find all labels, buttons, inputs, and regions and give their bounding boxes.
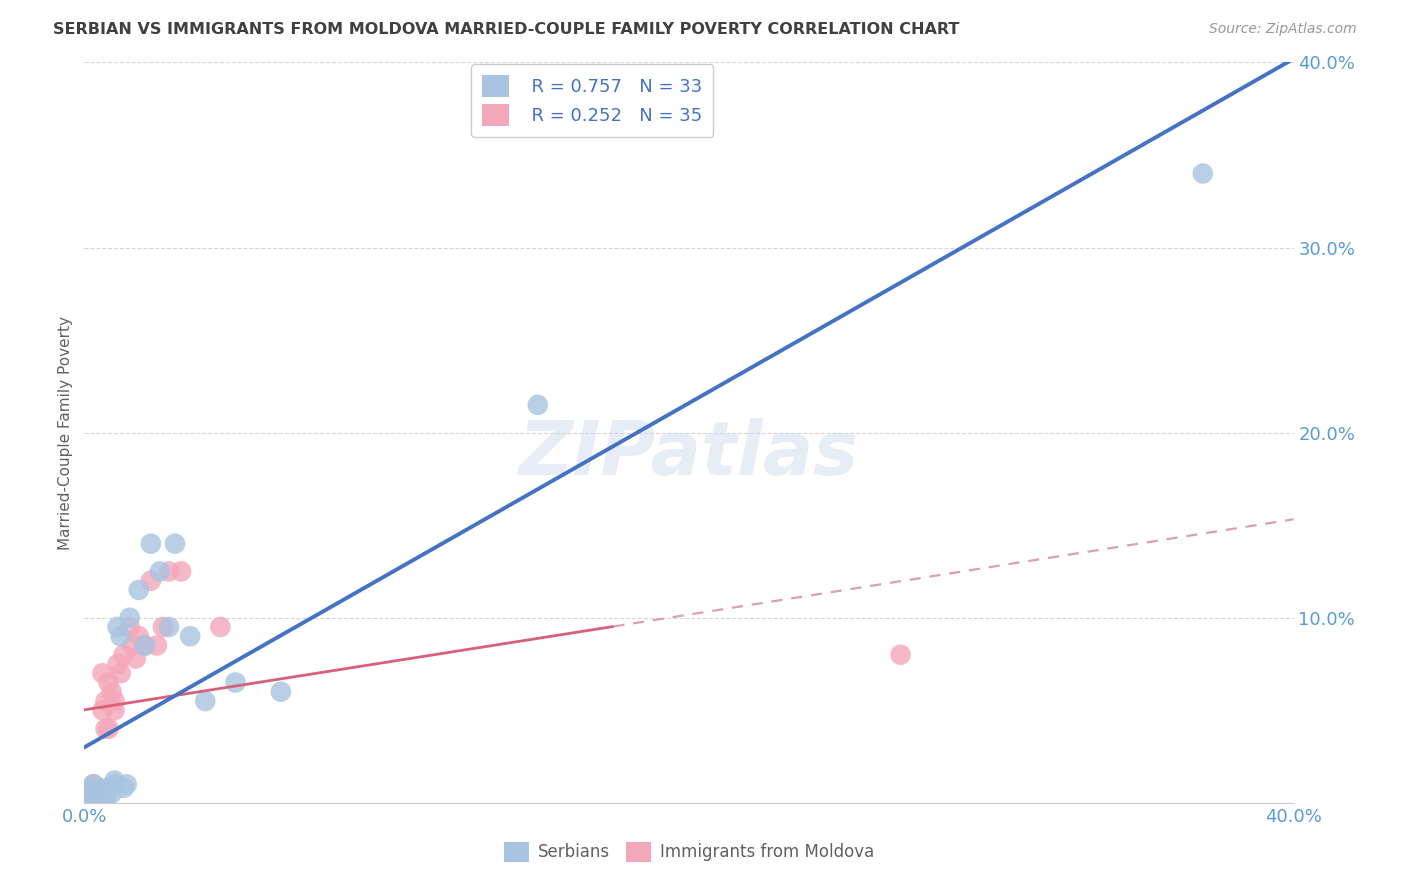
Point: [97, 780, 120, 795]
Text: SERBIAN VS IMMIGRANTS FROM MOLDOVA MARRIED-COUPLE FAMILY POVERTY CORRELATION CHA: SERBIAN VS IMMIGRANTS FROM MOLDOVA MARRI…: [53, 22, 960, 37]
Point: [110, 629, 132, 643]
Point: [179, 629, 201, 643]
Point: [79, 780, 101, 795]
Point: [225, 675, 247, 690]
Point: [82, 777, 104, 791]
Point: [1192, 166, 1215, 180]
Point: [82, 777, 104, 791]
Point: [170, 565, 193, 579]
Point: [139, 574, 162, 588]
Point: [86, 792, 108, 806]
Point: [94, 792, 117, 806]
Point: [89, 780, 111, 795]
Point: [97, 722, 120, 736]
Point: [82, 780, 104, 795]
Point: [527, 398, 550, 412]
Point: [139, 536, 162, 550]
Point: [165, 536, 187, 550]
Point: [76, 787, 98, 801]
Point: [104, 773, 127, 788]
Point: [121, 639, 143, 653]
Point: [110, 666, 132, 681]
Point: [94, 694, 117, 708]
Point: [82, 789, 104, 803]
Point: [89, 790, 111, 805]
Point: [194, 694, 217, 708]
Point: [97, 675, 120, 690]
Legend: Serbians, Immigrants from Moldova: Serbians, Immigrants from Moldova: [498, 835, 880, 869]
Point: [79, 790, 101, 805]
Point: [128, 629, 150, 643]
Point: [100, 787, 122, 801]
Text: ZIPatlas: ZIPatlas: [519, 418, 859, 491]
Point: [91, 703, 114, 717]
Point: [76, 787, 98, 801]
Point: [100, 685, 122, 699]
Y-axis label: Married-Couple Family Poverty: Married-Couple Family Poverty: [58, 316, 73, 549]
Point: [125, 651, 148, 665]
Point: [91, 785, 114, 799]
Point: [94, 722, 117, 736]
Point: [152, 620, 174, 634]
Point: [149, 565, 172, 579]
Point: [86, 789, 108, 803]
Point: [89, 787, 111, 801]
Point: [94, 789, 117, 803]
Point: [104, 703, 127, 717]
Point: [134, 639, 156, 653]
Point: [107, 620, 129, 634]
Point: [104, 777, 127, 791]
Point: [112, 780, 135, 795]
Point: [270, 685, 292, 699]
Point: [91, 666, 114, 681]
Point: [86, 785, 108, 799]
Point: [128, 582, 150, 597]
Point: [79, 782, 101, 797]
Point: [89, 782, 111, 797]
Point: [118, 610, 141, 624]
Point: [157, 565, 180, 579]
Point: [86, 785, 108, 799]
Point: [115, 777, 138, 791]
Point: [79, 790, 101, 805]
Point: [146, 639, 169, 653]
Point: [209, 620, 232, 634]
Point: [890, 648, 912, 662]
Point: [157, 620, 180, 634]
Point: [107, 657, 129, 671]
Point: [76, 789, 98, 803]
Point: [118, 620, 141, 634]
Text: Source: ZipAtlas.com: Source: ZipAtlas.com: [1209, 22, 1357, 37]
Point: [82, 790, 104, 805]
Point: [112, 648, 135, 662]
Point: [104, 694, 127, 708]
Point: [134, 639, 156, 653]
